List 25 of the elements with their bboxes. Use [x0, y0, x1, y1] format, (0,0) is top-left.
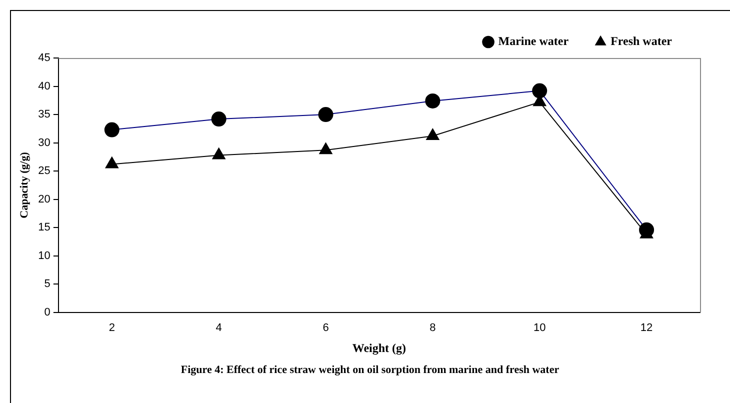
- y-tick-label: 15: [38, 222, 50, 234]
- y-tick-label: 25: [38, 165, 50, 178]
- caption: Figure 4: Effect of rice straw weight on oil sorption from marine and fresh water: [180, 363, 560, 377]
- x-tick-label: 8: [430, 322, 436, 334]
- x-tick-label: 10: [533, 322, 546, 334]
- x-tick-label: 12: [640, 322, 653, 334]
- y-tick-label: 20: [38, 193, 50, 206]
- point: [319, 142, 332, 154]
- x-tick-label: 2: [108, 322, 115, 334]
- y-tick-label: 10: [38, 250, 50, 262]
- point: [105, 156, 118, 168]
- y-tick-label: 30: [38, 136, 50, 149]
- legend-label: Marine water: [498, 34, 570, 48]
- y-axis-title: Capacity (g/g): [18, 152, 30, 218]
- x-tick-label: 6: [322, 322, 329, 334]
- y-tick-label: 5: [44, 278, 50, 290]
- point: [426, 128, 440, 140]
- y-tick-label: 0: [44, 306, 50, 318]
- x-axis-title: Weight (g): [352, 340, 406, 355]
- y-tick-label: 35: [38, 108, 50, 121]
- point: [212, 148, 226, 160]
- y-tick-label: 40: [38, 80, 50, 92]
- x-tick-label: 4: [216, 322, 222, 334]
- legend-label: Fresh water: [610, 34, 673, 48]
- y-tick-label: 45: [38, 52, 50, 64]
